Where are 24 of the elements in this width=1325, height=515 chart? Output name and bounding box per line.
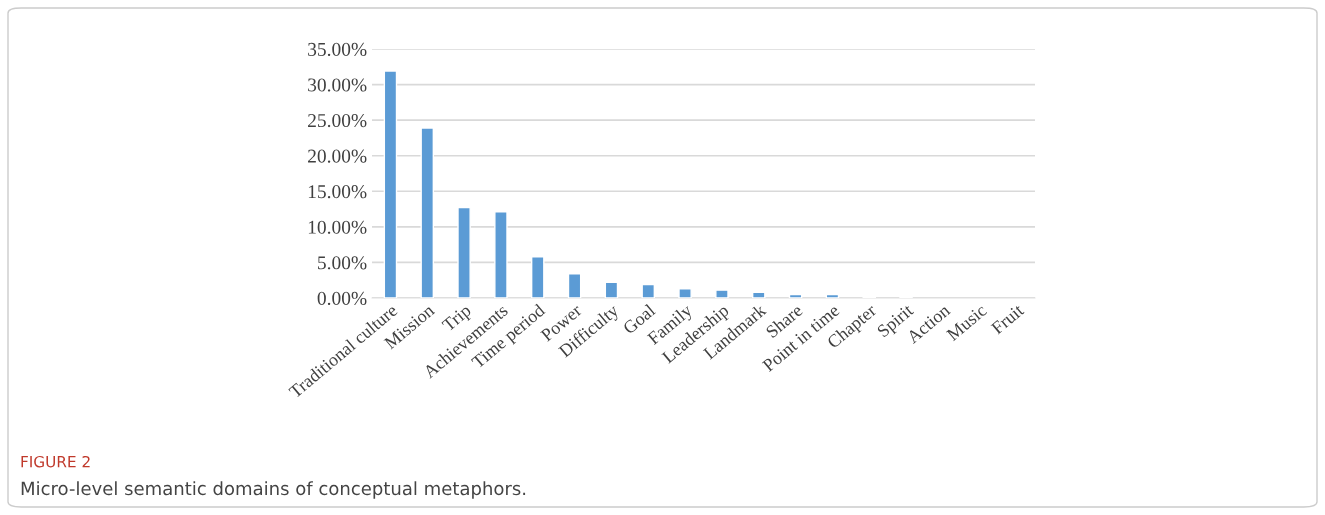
bar bbox=[788, 293, 803, 298]
bar bbox=[751, 291, 766, 298]
y-tick-label: 10.00% bbox=[308, 220, 367, 234]
bar bbox=[567, 273, 582, 298]
y-tick-label: 15.00% bbox=[308, 185, 367, 199]
text: Micro-level semantic domains of conceptual metaphors. bbox=[21, 481, 526, 499]
bar bbox=[457, 206, 471, 298]
bar bbox=[420, 127, 435, 298]
y-tick-label: 0.00% bbox=[317, 291, 367, 306]
caption: FIGURE 2 bbox=[21, 455, 90, 468]
bar bbox=[530, 256, 545, 298]
bar bbox=[604, 281, 619, 298]
y-tick-label: 20.00% bbox=[308, 149, 367, 163]
bar bbox=[641, 283, 656, 298]
y-tick-label: 30.00% bbox=[308, 78, 367, 92]
bar bbox=[494, 211, 508, 298]
bar bbox=[825, 293, 840, 298]
bar bbox=[678, 288, 692, 298]
bar bbox=[383, 70, 398, 298]
bar bbox=[715, 289, 729, 298]
x-tick-label: Fruit bbox=[990, 303, 1025, 335]
y-tick-label: 5.00% bbox=[318, 256, 367, 270]
y-tick-label: 35.00% bbox=[308, 42, 367, 57]
y-tick-label: 25.00% bbox=[308, 113, 367, 128]
